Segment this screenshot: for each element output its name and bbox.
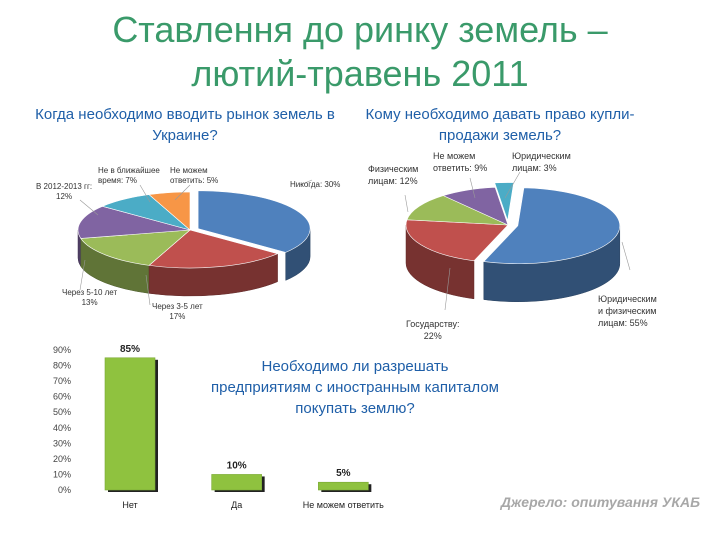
bar-ytick-4: 40% [53, 423, 71, 433]
pie2-label-4: Юридическим лицам: 3% [512, 151, 571, 173]
bar-category-label-1: Да [231, 500, 242, 510]
bar-value-label-1: 10% [227, 460, 247, 471]
bar-ytick-6: 60% [53, 392, 71, 402]
pie1-leader-line-3 [79, 199, 99, 216]
bar-1 [211, 474, 262, 491]
pie2-slice-2 [406, 195, 509, 226]
bar-0 [104, 357, 156, 491]
bar-ytick-8: 80% [53, 361, 71, 371]
pie2-slice-0 [483, 187, 621, 265]
pie2-leader-line-4 [504, 171, 521, 199]
source-note: Джерело: опитування УКАБ [500, 494, 700, 510]
bar-ytick-2: 20% [53, 454, 71, 464]
bar-ytick-7: 70% [53, 376, 71, 386]
pie2-leader-line-3 [469, 177, 476, 199]
pie2-leader-line-1 [444, 267, 451, 311]
pie1-leader-line-4 [139, 184, 151, 203]
pie1-label-4: Не в ближайшее время: 7% [98, 166, 160, 185]
pie1-slice-5 [148, 191, 191, 231]
pie2-label-0: Юридическим и физическим лицам: 55% [598, 294, 657, 328]
bar-ytick-1: 10% [53, 469, 71, 479]
pie1-leader-line-1 [145, 274, 151, 306]
bar-ytick-3: 30% [53, 438, 71, 448]
pie1-label-3: В 2012-2013 гг: 12% [36, 182, 93, 201]
pie1-question: Когда необходимо вводить рынок земель в … [35, 106, 335, 144]
pie2-label-1: Государству: 22% [406, 319, 460, 341]
pie2-label-2: Физическим лицам: 12% [368, 164, 419, 186]
bar-2 [318, 481, 369, 491]
pie1-leader-line-5 [174, 184, 191, 201]
pie2-chart [404, 171, 631, 311]
pie2-question: Кому необходимо давать право купли-прода… [365, 106, 635, 144]
pie2-leader-line-0 [621, 241, 631, 271]
bar-ytick-0: 0% [58, 485, 71, 495]
bar-category-label-0: Нет [122, 500, 137, 510]
pie1-leader-line-2 [79, 259, 86, 291]
pie2-slice-1 [405, 219, 509, 262]
pie1-label-5: Не можем ответить: 5% [170, 166, 219, 185]
bar-chart-question: Необходимо ли разрешать предприятиям с и… [211, 358, 499, 417]
pie1-chart [77, 179, 313, 306]
pie1-label-1: Через 3-5 лет 17% [152, 302, 203, 321]
pie2-leader-line-2 [404, 194, 409, 213]
bar-ytick-5: 50% [53, 407, 71, 417]
pie2-slice-3 [442, 186, 509, 226]
pie1-slice-1 [148, 229, 279, 269]
pie2-label-3: Не можем ответить: 9% [433, 151, 488, 173]
pie1-slice-0 [197, 190, 311, 253]
title-line-1: Ставлення до ринку земель – [112, 9, 608, 50]
pie1-label-0: Никогда: 30% [290, 180, 341, 189]
slide-title: Ставлення до ринку земель – лютий-травен… [0, 8, 720, 96]
bar-ytick-9: 90% [53, 345, 71, 355]
title-line-2: лютий-травень 2011 [191, 53, 529, 94]
bar-chart: 0% 10% 20% 30% 40% 50% 60% 70% 80% 90% 85% Нет 10% Да… [53, 344, 384, 510]
pie1-slice-3 [77, 205, 191, 239]
pie1-label-2: Через 5-10 лет 13% [62, 288, 118, 307]
bar-value-label-0: 85% [120, 344, 140, 355]
bar-value-label-2: 5% [336, 468, 351, 479]
bar-category-label-2: Не можем ответить [303, 500, 384, 510]
pie1-leader-line-0 [299, 179, 313, 186]
pie1-slice-2 [80, 229, 191, 266]
